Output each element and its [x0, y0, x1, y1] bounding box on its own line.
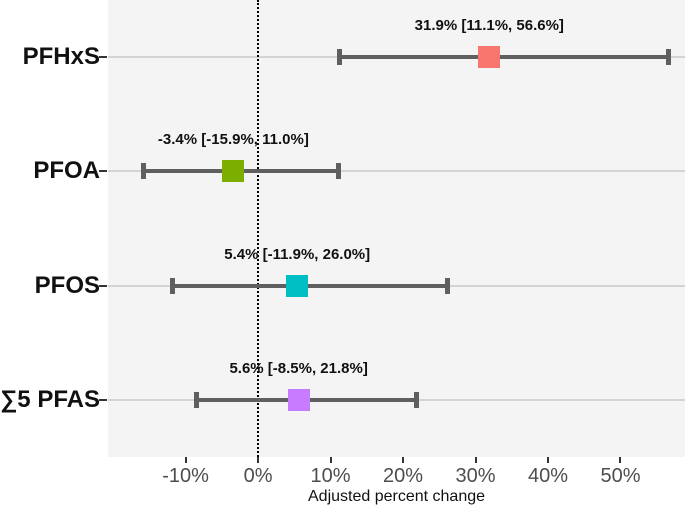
ci-cap-high [444, 277, 450, 294]
x-axis-tick-label: -10% [162, 465, 209, 487]
y-axis-tick [99, 170, 107, 173]
estimate-marker [478, 46, 501, 69]
x-axis-tick [184, 457, 187, 463]
y-axis-tick [99, 56, 107, 59]
x-axis-title: Adjusted percent change [307, 488, 486, 505]
estimate-annotation: -3.4% [-15.9%, 11.0%] [157, 131, 309, 149]
x-axis-tick [329, 457, 332, 463]
category-label: PFOS [34, 271, 100, 299]
error-bar [338, 55, 669, 60]
zero-reference-line [257, 0, 260, 457]
estimate-marker [286, 274, 309, 297]
x-axis-tick-label: 30% [455, 465, 496, 487]
estimate-annotation: 31.9% [11.1%, 56.6%] [414, 17, 564, 35]
gridline [108, 170, 685, 173]
y-axis-tick [99, 398, 107, 401]
estimate-marker [222, 160, 245, 183]
category-label: ∑5 PFAS [0, 385, 100, 413]
x-axis-tick [619, 457, 622, 463]
ci-cap-low [336, 49, 342, 66]
x-axis-tick-label: 20% [383, 465, 424, 487]
error-bar [171, 283, 447, 288]
x-axis-tick [402, 457, 405, 463]
estimate-marker [287, 388, 310, 411]
x-axis-tick-label: 0% [243, 465, 273, 487]
plot-panel [108, 0, 685, 457]
x-axis-tick [546, 457, 549, 463]
ci-cap-high [414, 391, 420, 408]
ci-cap-high [666, 49, 672, 66]
x-axis-tick [474, 457, 477, 463]
category-label: PFHxS [22, 43, 100, 71]
x-axis-tick-label: 10% [310, 465, 351, 487]
category-label: PFOA [33, 157, 100, 185]
ci-cap-low [140, 163, 146, 180]
x-axis-tick-label: 50% [600, 465, 641, 487]
y-axis-tick [99, 284, 107, 287]
x-axis-tick-label: 40% [527, 465, 568, 487]
ci-cap-high [335, 163, 341, 180]
x-axis-tick [257, 457, 260, 463]
estimate-annotation: 5.4% [-11.9%, 26.0%] [224, 245, 371, 263]
ci-cap-low [169, 277, 175, 294]
ci-cap-low [194, 391, 200, 408]
estimate-annotation: 5.6% [-8.5%, 21.8%] [229, 359, 368, 377]
